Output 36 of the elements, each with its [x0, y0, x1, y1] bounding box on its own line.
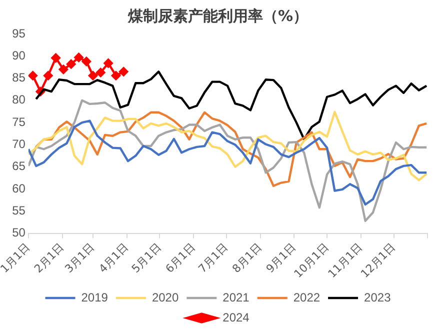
y-tick-label: 80 — [12, 92, 26, 107]
point — [96, 68, 106, 78]
point — [104, 58, 113, 68]
y-tick-label: 95 — [12, 26, 26, 40]
point — [74, 52, 84, 62]
point — [28, 71, 38, 80]
point — [82, 56, 92, 66]
point — [88, 71, 98, 80]
legend-label: 2024 — [222, 310, 250, 324]
y-tick-label: 50 — [12, 226, 26, 240]
y-tick-label: 55 — [12, 203, 26, 218]
point — [58, 64, 68, 74]
x-tick-label: 8月1日 — [230, 240, 264, 276]
point — [44, 71, 53, 80]
x-tick-label: 1月1日 — [0, 240, 33, 276]
x-tick-label: 4月1日 — [96, 240, 132, 276]
legend-label: 2021 — [222, 290, 250, 304]
x-tick-label: 7月1日 — [196, 240, 231, 276]
y-tick-label: 75 — [12, 114, 26, 129]
legend-label: 2019 — [81, 290, 108, 304]
y-tick-label: 65 — [12, 159, 26, 174]
point — [119, 67, 128, 76]
legend-label: 2022 — [293, 290, 320, 304]
x-tick-label: 3月1日 — [62, 240, 98, 276]
y-tick-label: 90 — [12, 48, 26, 62]
x-tick-label: 5月1日 — [129, 240, 164, 276]
legend-label: 2023 — [364, 290, 392, 304]
point — [51, 53, 60, 63]
legend-label: 2020 — [152, 290, 179, 304]
chart-title: 煤制尿素产能利用率（%） — [126, 6, 308, 25]
y-tick-label: 85 — [12, 70, 26, 85]
point — [111, 71, 121, 80]
y-tick-label: 60 — [12, 181, 26, 196]
x-tick-label: 6月1日 — [163, 240, 198, 276]
y-tick-label: 70 — [12, 137, 26, 152]
point — [66, 60, 76, 69]
